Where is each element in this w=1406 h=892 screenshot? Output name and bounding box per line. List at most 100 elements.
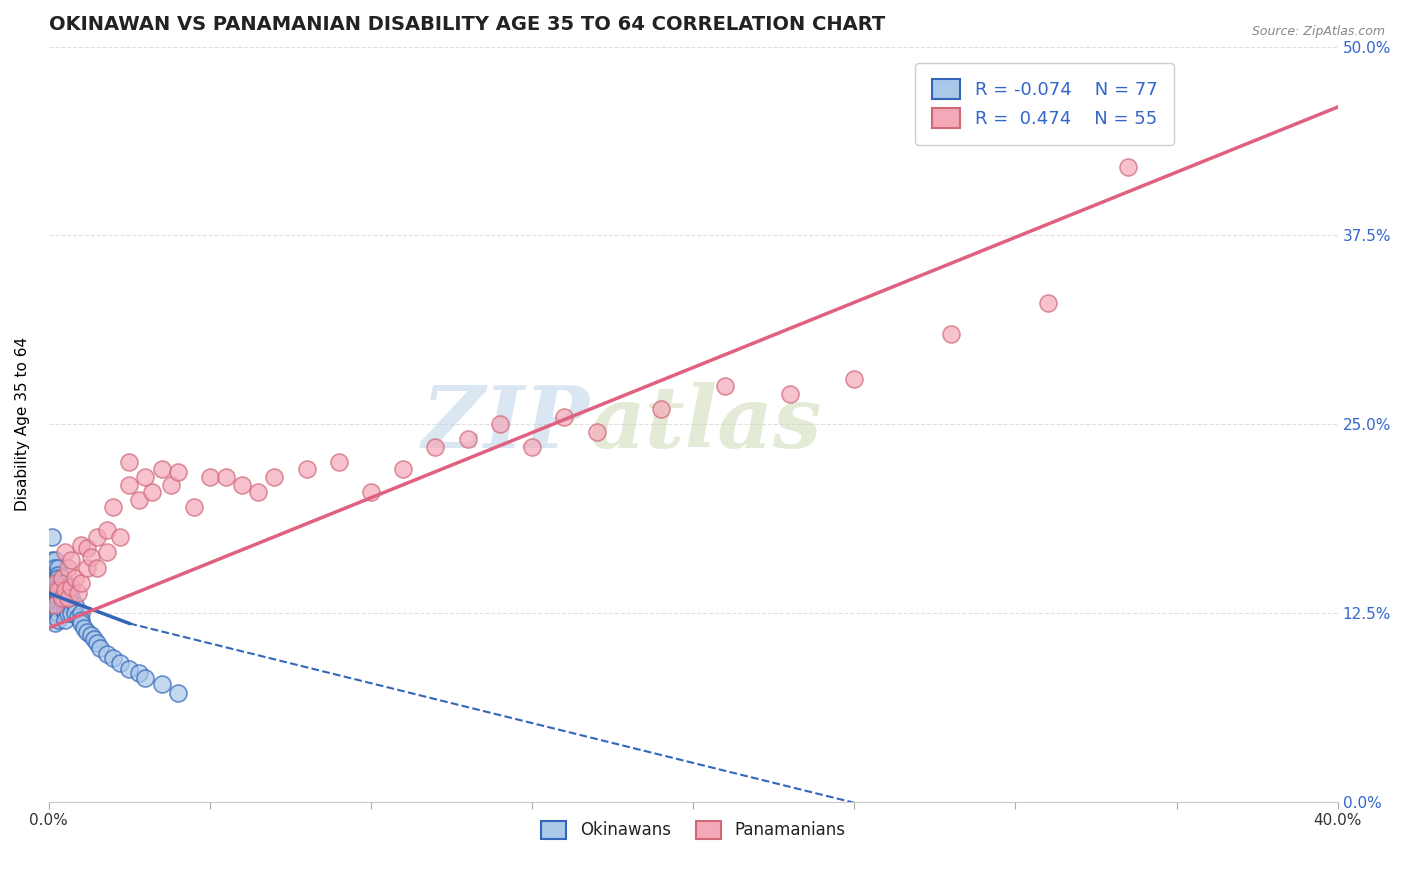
Point xyxy=(53,591,76,605)
Point xyxy=(76,560,98,574)
Point xyxy=(425,440,447,454)
Point xyxy=(48,575,70,590)
Point xyxy=(44,583,66,598)
Point xyxy=(53,586,76,600)
Point xyxy=(48,568,70,582)
Point xyxy=(48,583,70,598)
Point xyxy=(70,616,93,631)
Point xyxy=(63,606,86,620)
Point xyxy=(51,580,73,594)
Point xyxy=(51,586,73,600)
Point xyxy=(79,628,101,642)
Point xyxy=(44,591,66,605)
Point xyxy=(103,651,125,665)
Point xyxy=(103,500,125,515)
Point xyxy=(44,599,66,613)
Point xyxy=(48,560,70,574)
Point xyxy=(70,606,93,620)
Point xyxy=(51,601,73,615)
Point xyxy=(53,545,76,559)
Point xyxy=(41,575,63,590)
Point xyxy=(56,586,79,600)
Point xyxy=(457,432,479,446)
Point xyxy=(128,492,150,507)
Point xyxy=(160,477,183,491)
Text: atlas: atlas xyxy=(591,383,823,466)
Point xyxy=(60,580,83,594)
Point xyxy=(215,470,238,484)
Point xyxy=(60,553,83,567)
Point xyxy=(83,632,105,646)
Point xyxy=(86,530,108,544)
Point xyxy=(585,425,607,439)
Point xyxy=(44,560,66,574)
Point xyxy=(60,606,83,620)
Point xyxy=(650,402,672,417)
Point xyxy=(51,571,73,585)
Point xyxy=(166,466,188,480)
Legend: Okinawans, Panamanians: Okinawans, Panamanians xyxy=(534,814,852,847)
Point xyxy=(553,409,575,424)
Point xyxy=(48,591,70,605)
Point xyxy=(48,601,70,615)
Point xyxy=(44,606,66,620)
Point xyxy=(141,485,163,500)
Point xyxy=(118,662,141,676)
Point xyxy=(44,553,66,567)
Point xyxy=(89,640,111,655)
Point xyxy=(41,571,63,585)
Point xyxy=(118,455,141,469)
Point xyxy=(56,591,79,605)
Point xyxy=(392,462,415,476)
Point xyxy=(263,470,285,484)
Point xyxy=(118,477,141,491)
Point xyxy=(108,656,131,670)
Point xyxy=(56,591,79,605)
Point xyxy=(48,606,70,620)
Point xyxy=(1116,161,1139,175)
Point xyxy=(73,621,96,635)
Point xyxy=(41,560,63,574)
Point xyxy=(96,523,118,537)
Point xyxy=(134,671,156,685)
Point xyxy=(231,477,253,491)
Point xyxy=(70,538,93,552)
Point xyxy=(51,571,73,585)
Point xyxy=(60,599,83,613)
Point xyxy=(41,530,63,544)
Point xyxy=(489,417,512,431)
Point xyxy=(108,530,131,544)
Point xyxy=(44,571,66,585)
Point xyxy=(53,595,76,609)
Point xyxy=(166,686,188,700)
Point xyxy=(63,599,86,613)
Text: ZIP: ZIP xyxy=(422,383,591,466)
Point xyxy=(150,677,173,691)
Point xyxy=(1036,296,1059,310)
Point xyxy=(96,647,118,661)
Point xyxy=(844,372,866,386)
Point xyxy=(150,462,173,476)
Point xyxy=(76,625,98,640)
Point xyxy=(520,440,543,454)
Point xyxy=(86,636,108,650)
Point xyxy=(48,614,70,628)
Point xyxy=(96,545,118,559)
Point xyxy=(247,485,270,500)
Point xyxy=(44,610,66,624)
Point xyxy=(44,595,66,609)
Point xyxy=(63,571,86,585)
Text: Source: ZipAtlas.com: Source: ZipAtlas.com xyxy=(1251,25,1385,38)
Point xyxy=(53,614,76,628)
Point xyxy=(44,599,66,613)
Point xyxy=(56,599,79,613)
Point xyxy=(53,580,76,594)
Point xyxy=(51,591,73,605)
Point xyxy=(134,470,156,484)
Point xyxy=(198,470,221,484)
Point xyxy=(41,599,63,613)
Point xyxy=(56,606,79,620)
Point xyxy=(70,614,93,628)
Point xyxy=(44,575,66,590)
Point xyxy=(44,586,66,600)
